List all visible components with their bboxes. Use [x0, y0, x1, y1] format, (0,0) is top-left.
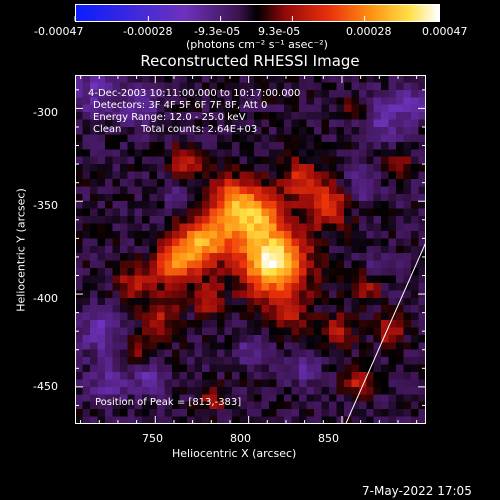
- annotation-counts: Total counts: 2.64E+03: [141, 124, 258, 135]
- footer-timestamp: 7-May-2022 17:05: [362, 484, 472, 498]
- colorbar-tick-5: 0.00047: [422, 25, 468, 38]
- colorbar-tick-4: 0.00028: [346, 25, 392, 38]
- y-tick-label-350: -350: [33, 199, 58, 212]
- heatmap-plot: 4-Dec-2003 10:11:00.000 to 10:17:00.000 …: [75, 75, 426, 424]
- annotation-detectors: Detectors: 3F 4F 5F 6F 7F 8F, Att 0: [93, 100, 268, 111]
- chart-title: Reconstructed RHESSI Image: [140, 52, 360, 70]
- y-tick-label-400: -400: [33, 292, 58, 305]
- y-tick-label-300: -300: [33, 106, 58, 119]
- annotation-method: Clean: [93, 124, 122, 135]
- colorbar: [75, 4, 440, 22]
- x-tick-label-850: 850: [318, 432, 339, 445]
- colorbar-units: (photons cm⁻² s⁻¹ asec⁻²): [186, 38, 328, 51]
- x-tick-label-800: 800: [230, 432, 251, 445]
- x-axis-label: Heliocentric X (arcsec): [172, 447, 297, 460]
- annotation-peak: Position of Peak = [813,-383]: [95, 397, 242, 408]
- colorbar-tick-0: -0.00047: [34, 25, 84, 38]
- y-axis-label: Heliocentric Y (arcsec): [14, 188, 28, 312]
- plot-overlay: [345, 241, 426, 424]
- colorbar-tick-2: -9.3e-05: [194, 25, 241, 38]
- colorbar-tick-3: 9.3e-05: [258, 25, 301, 38]
- limb-line: [345, 241, 426, 424]
- y-tick-label-450: -450: [33, 380, 58, 393]
- heatmap-image: [75, 75, 426, 424]
- annotation-time: 4-Dec-2003 10:11:00.000 to 10:17:00.000: [88, 88, 301, 99]
- colorbar-gradient: [75, 4, 439, 21]
- plot-frame: [75, 75, 426, 424]
- annotation-energy: Energy Range: 12.0 - 25.0 keV: [93, 112, 246, 123]
- colorbar-tick-1: -0.00028: [123, 25, 173, 38]
- x-tick-label-750: 750: [142, 432, 163, 445]
